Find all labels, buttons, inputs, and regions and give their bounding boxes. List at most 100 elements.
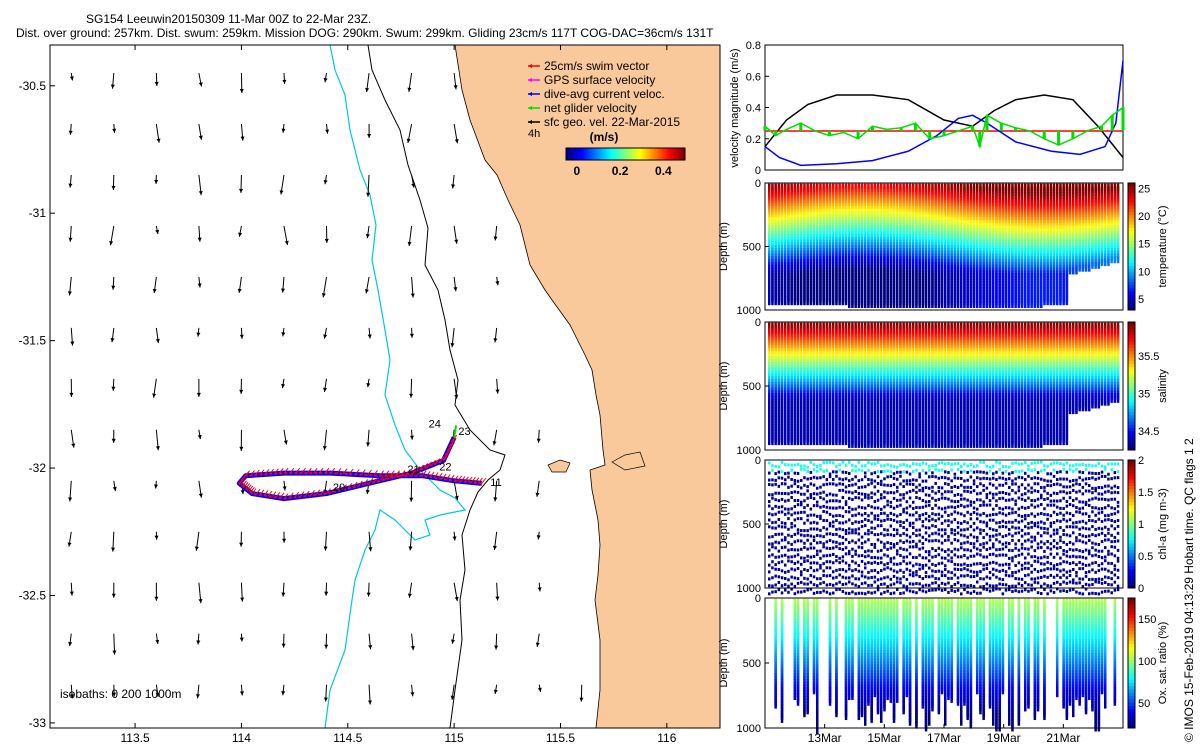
section-mark <box>1001 300 1005 308</box>
section-mark <box>812 298 816 306</box>
current-vector-head <box>196 640 201 645</box>
section-mark <box>851 300 854 308</box>
current-vector-head <box>238 232 243 237</box>
chart-title: SG154 Leeuwin20150309 11-Mar 00Z to 22-M… <box>86 12 372 26</box>
current-vector-head <box>152 288 157 294</box>
current-vector-head <box>198 598 203 604</box>
current-vector-head <box>283 440 288 445</box>
current-vector-head <box>154 81 159 86</box>
current-vector-head <box>154 535 159 540</box>
current-vector-head <box>70 694 74 699</box>
section-mark <box>822 298 825 306</box>
section-mark <box>1046 298 1049 306</box>
section-mark <box>1008 300 1011 308</box>
current-vector-head <box>281 691 286 696</box>
section-mark <box>1011 300 1014 308</box>
current-vector-head <box>282 486 287 491</box>
current-vector-head <box>154 179 159 184</box>
section-mark <box>950 300 953 308</box>
current-vector-head <box>196 332 201 337</box>
section-mark <box>886 300 889 308</box>
current-vector-head <box>239 334 244 339</box>
current-vector-head <box>198 190 203 196</box>
section-mark <box>947 300 950 308</box>
section-mark <box>976 300 979 308</box>
current-vector-head <box>279 190 284 195</box>
current-vector-head <box>68 641 73 647</box>
island <box>547 459 571 473</box>
section-mark <box>806 298 809 306</box>
section-mark <box>867 300 870 308</box>
current-vector-head <box>321 293 326 298</box>
section-mark <box>1004 300 1008 308</box>
section-mark <box>1049 298 1053 306</box>
current-vector-head <box>196 392 201 397</box>
section-mark <box>1075 267 1078 275</box>
section-mark <box>864 300 867 308</box>
section-mark <box>1062 298 1065 306</box>
section-mark <box>995 300 998 308</box>
section-mark <box>768 298 771 306</box>
y-tick-label: 0.8 <box>746 40 761 52</box>
current-vector-head <box>110 337 115 343</box>
current-vector-head <box>154 484 158 489</box>
section-mark <box>1059 298 1062 306</box>
current-vector-head <box>325 129 330 134</box>
section-mark <box>844 298 848 306</box>
section-mark <box>1078 264 1081 272</box>
section-mark <box>809 298 813 306</box>
current-vector-head <box>112 650 117 655</box>
section-mark <box>972 300 976 308</box>
section-mark <box>1065 298 1069 306</box>
section-mark <box>800 298 803 306</box>
section-mark <box>892 300 896 308</box>
current-vector-head <box>198 135 203 140</box>
current-vector-head <box>195 694 200 699</box>
section-mark <box>960 300 963 308</box>
current-vector-head <box>111 438 116 443</box>
velocity-ylabel: velocity magnitude (m/s) <box>729 48 741 167</box>
current-vector-head <box>68 497 73 502</box>
current-vector-head <box>69 591 74 596</box>
section-mark <box>854 300 857 308</box>
current-vector-head <box>111 285 116 290</box>
section-mark <box>771 298 774 306</box>
section-mark <box>796 298 800 306</box>
current-vector-head <box>194 546 199 551</box>
section-mark <box>912 300 915 308</box>
section-mark <box>928 300 931 308</box>
current-vector-head <box>281 592 286 597</box>
current-vector-head <box>155 639 160 645</box>
section-mark <box>790 298 793 306</box>
section-mark <box>998 300 1001 308</box>
current-vector-head <box>112 128 117 133</box>
section-mark <box>956 300 960 308</box>
section-mark <box>1094 261 1097 269</box>
section-mark <box>1030 300 1033 308</box>
section-mark <box>1017 300 1021 308</box>
current-vector-head <box>323 334 328 339</box>
current-vector-head <box>197 283 202 288</box>
current-vector-head <box>152 393 157 398</box>
section-mark <box>1020 300 1024 308</box>
current-vector-head <box>323 78 328 83</box>
current-vector-head <box>70 341 75 346</box>
current-vector-head <box>281 643 286 648</box>
section-mark <box>1104 259 1107 267</box>
y-tick-label: 0.4 <box>746 103 761 115</box>
section-mark <box>924 300 928 308</box>
section-mark <box>832 298 835 306</box>
current-vector-head <box>71 443 76 448</box>
current-vector-head <box>197 434 202 440</box>
section-mark <box>777 298 781 306</box>
current-vector-head <box>198 82 203 87</box>
section-mark <box>816 298 819 306</box>
land <box>454 45 720 728</box>
section-mark <box>940 300 944 308</box>
section-mark <box>921 300 925 308</box>
isobath-200 <box>367 45 506 728</box>
y-tick-label: 0.6 <box>746 71 761 83</box>
section-mark <box>988 300 992 308</box>
